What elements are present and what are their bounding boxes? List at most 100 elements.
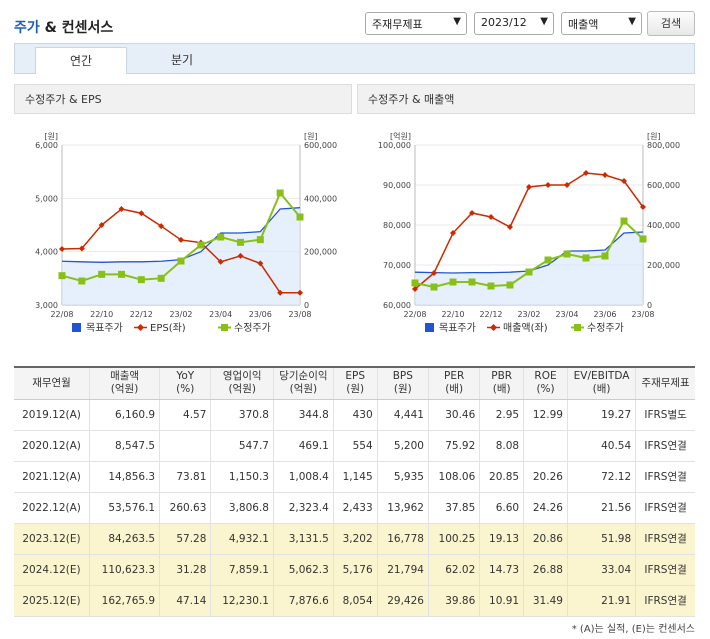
table-header-row: 재무연월 매출액 (억원) YoY (%) 영업이익 (억원) 당기순이익 (억원) EPS (원)… — [14, 366, 695, 400]
price-series-point — [639, 235, 647, 243]
column-header-unit: (원) — [393, 383, 412, 396]
column-header: YoY (%) — [159, 366, 211, 400]
table-cell: 2,323.4 — [272, 492, 334, 524]
column-header: 주재무제표 — [635, 366, 695, 400]
table-cell: 14,856.3 — [89, 461, 160, 493]
right-unit-label: [원] — [647, 132, 661, 141]
table-cell: 12.99 — [523, 399, 568, 431]
column-header: EPS (원) — [332, 366, 378, 400]
table-cell: 5,176 — [332, 554, 378, 586]
column-header-label: 주재무제표 — [641, 376, 690, 389]
left-series-point — [217, 258, 224, 265]
table-body: 2019.12(A) 6,160.9 4.57 370.8 344.8 430 4,441 3… — [14, 399, 695, 617]
statement-type-select[interactable]: 주재무제표 ▼ — [365, 12, 467, 35]
left-unit-label: [원] — [44, 132, 58, 141]
table-cell: 8,054 — [332, 585, 378, 617]
table-cell: 3,806.8 — [210, 492, 274, 524]
chart-title: 수정주가 & EPS — [14, 84, 352, 114]
chart-panel-eps: 수정주가 & EPS 6,000 5,000 4,000 3,000 600,000 40… — [14, 84, 352, 344]
metric-select[interactable]: 매출액 ▼ — [561, 12, 642, 35]
x-tick-label: 23/04 — [209, 310, 232, 319]
period-select[interactable]: 2023/12 ▼ — [474, 12, 554, 35]
legend-swatch — [221, 324, 228, 331]
financial-table: 재무연월 매출액 (억원) YoY (%) 영업이익 (억원) 당기순이익 (억원) EPS (원)… — [14, 366, 695, 617]
legend-swatch — [137, 324, 144, 331]
price-series-point — [157, 274, 165, 282]
price-series-point — [118, 270, 125, 278]
table-cell: 24.26 — [523, 492, 568, 524]
left-tick-label: 80,000 — [383, 221, 411, 230]
left-tick-label: 100,000 — [378, 141, 411, 150]
price-series-point — [78, 277, 86, 285]
table-cell: IFRS연결 — [635, 523, 695, 555]
table-cell: 2024.12(E) — [14, 554, 90, 586]
column-header-label: BPS — [392, 370, 413, 383]
price-series-point — [197, 241, 205, 249]
right-unit-label: [원] — [304, 132, 318, 141]
left-series-point — [526, 184, 532, 190]
left-tick-label: 4,000 — [35, 248, 58, 257]
right-tick-label: 600,000 — [647, 181, 680, 190]
table-cell: 162,765.9 — [89, 585, 160, 617]
x-tick-label: 23/02 — [169, 310, 192, 319]
chevron-down-icon: ▼ — [540, 16, 548, 27]
table-cell: 3,202 — [332, 523, 378, 555]
right-tick-label: 200,000 — [647, 261, 680, 270]
left-series-point — [277, 289, 284, 296]
legend-swatch — [72, 323, 81, 332]
table-cell: 260.63 — [159, 492, 211, 524]
column-header: PER (배) — [427, 366, 480, 400]
tab-quarterly[interactable]: 분기 — [170, 53, 194, 67]
table-cell: 3,131.5 — [272, 523, 334, 555]
column-header-unit: (배) — [492, 383, 511, 396]
price-series-point — [544, 256, 552, 264]
table-row: 2025.12(E) 162,765.9 47.14 12,230.1 7,876.6 8… — [14, 585, 695, 617]
table-row: 2021.12(A) 14,856.3 73.81 1,150.3 1,008.4 1,1… — [14, 461, 695, 493]
column-header-label: PBR — [491, 370, 513, 383]
table-cell: 547.7 — [210, 430, 274, 462]
table-cell: 2025.12(E) — [14, 585, 90, 617]
left-series-point — [431, 270, 437, 276]
left-series-point — [640, 204, 646, 210]
table-cell: 29,426 — [376, 585, 429, 617]
table-cell: 8.08 — [479, 430, 524, 462]
tab-annual[interactable]: 연간 — [35, 47, 127, 74]
table-cell: IFRS별도 — [635, 399, 695, 431]
left-series-point — [118, 206, 125, 212]
right-tick-label: 400,000 — [304, 194, 337, 203]
legend-label: 매출액(좌) — [503, 322, 548, 334]
x-tick-label: 22/12 — [130, 310, 153, 319]
price-series-point — [449, 278, 457, 286]
left-series-point — [583, 170, 589, 176]
left-series-point — [59, 246, 65, 252]
column-header-unit: (억원) — [289, 383, 318, 396]
table-cell: 30.46 — [427, 399, 480, 431]
table-cell: 21.91 — [566, 585, 636, 617]
price-series-point — [177, 257, 185, 265]
x-tick-label: 23/08 — [631, 310, 654, 319]
table-cell — [159, 430, 211, 462]
left-tick-label: 6,000 — [35, 141, 58, 150]
left-series-point — [545, 182, 551, 188]
table-cell: 2019.12(A) — [14, 399, 90, 431]
column-header-label: 당기순이익 — [279, 370, 328, 383]
price-series-point — [256, 236, 264, 244]
table-cell: 100.25 — [427, 523, 480, 555]
table-cell: 84,263.5 — [89, 523, 160, 555]
legend-swatch — [574, 324, 581, 331]
search-button[interactable]: 검색 — [647, 11, 695, 36]
x-tick-label: 23/06 — [249, 310, 272, 319]
table-cell: 8,547.5 — [89, 430, 160, 462]
column-header-unit: (%) — [176, 383, 195, 396]
right-tick-label: 200,000 — [304, 248, 337, 257]
table-cell: 16,778 — [376, 523, 429, 555]
price-series-point — [58, 272, 66, 280]
price-series-point — [137, 276, 145, 284]
table-cell: 20.26 — [523, 461, 568, 493]
table-cell: 21,794 — [376, 554, 429, 586]
x-tick-label: 23/04 — [555, 310, 578, 319]
table-cell: 53,576.1 — [89, 492, 160, 524]
table-cell: 75.92 — [427, 430, 480, 462]
chevron-down-icon: ▼ — [453, 16, 461, 27]
table-cell: 39.86 — [427, 585, 480, 617]
